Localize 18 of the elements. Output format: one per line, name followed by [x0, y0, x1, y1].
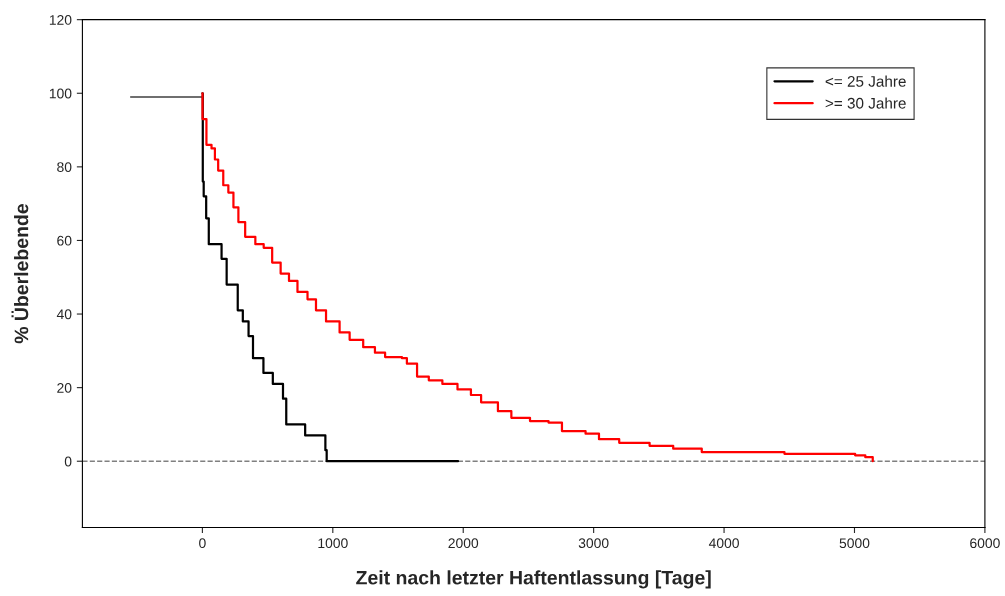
y-tick-label: 20	[57, 382, 72, 393]
y-tick-label: 40	[56, 309, 72, 320]
legend-label: >= 30 Jahre	[825, 97, 906, 109]
y-tick-label: 60	[57, 235, 72, 246]
y-tick-label: 120	[49, 15, 72, 25]
x-tick-label: 3000	[578, 538, 609, 549]
x-tick-label: 1000	[318, 538, 348, 549]
legend-label: <= 25 Jahre	[825, 75, 906, 87]
y-tick-label: 80	[57, 162, 72, 173]
x-tick-label: 4000	[708, 538, 739, 549]
x-tick-label: 5000	[839, 538, 870, 549]
y-axis-title: % Überlebende	[11, 203, 29, 344]
x-tick-label: 0	[199, 538, 206, 549]
y-tick-label: 100	[49, 88, 72, 99]
x-axis-title: Zeit nach letzter Haftentlassung [Tage]	[356, 570, 711, 589]
x-tick-label: 2000	[448, 538, 479, 549]
x-tick-label: 6000	[970, 538, 1000, 549]
y-tick-label: 0	[64, 456, 72, 467]
